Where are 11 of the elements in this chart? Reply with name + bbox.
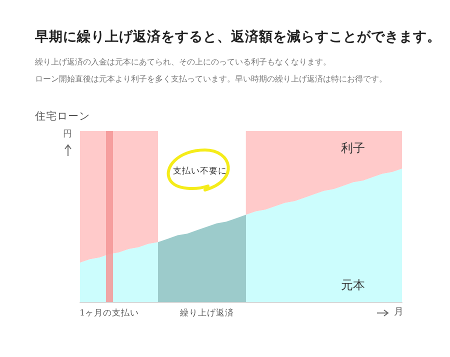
x-tick-label: 1ヶ月の支払い [80, 308, 139, 318]
chart-title: 早期に繰り上げ返済をすると、返済額を減らすことができます。 [34, 28, 441, 45]
x-tick-label: 繰り上げ返済 [178, 308, 234, 318]
series-label: 元本 [341, 278, 366, 292]
chart-subtitle: 繰り上げ返済の入金は元本にあてられ、その上にのっている利子もなくなります。 [34, 58, 331, 66]
text: 住宅ローン [35, 110, 90, 122]
series-label: 利子 [341, 141, 366, 156]
text: ローン開始直後は元本より利子を多く支払っています。早い時期の繰り上げ返済は特にお得です。 [35, 74, 387, 84]
y-axis-title: 円 [63, 130, 72, 140]
x-axis-title: 月 [394, 306, 404, 318]
annotation: 支払い不要に [173, 166, 227, 176]
